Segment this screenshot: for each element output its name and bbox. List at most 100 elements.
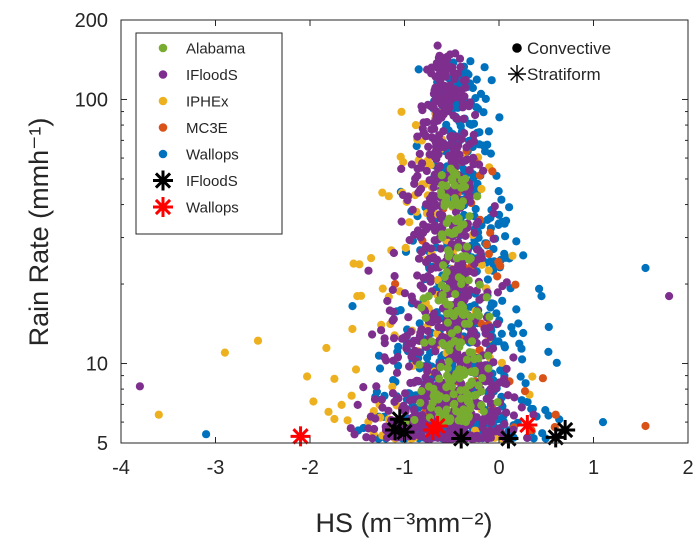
data-point xyxy=(442,193,451,202)
data-point xyxy=(439,110,448,119)
data-point xyxy=(397,164,406,173)
data-point xyxy=(486,332,495,342)
data-point xyxy=(491,384,500,393)
data-point xyxy=(447,382,457,391)
data-point xyxy=(509,353,518,362)
data-point xyxy=(366,412,375,421)
data-point xyxy=(401,389,410,398)
data-point xyxy=(470,355,479,364)
data-point xyxy=(457,183,466,192)
data-point xyxy=(449,400,458,409)
data-point xyxy=(413,271,422,280)
data-point xyxy=(458,157,467,166)
legend-entry: IFloodS xyxy=(153,170,238,191)
data-point xyxy=(641,421,650,431)
data-point xyxy=(488,406,497,415)
data-point xyxy=(420,338,429,347)
data-point xyxy=(394,394,403,403)
data-point xyxy=(400,333,409,342)
data-point xyxy=(408,205,417,214)
data-point xyxy=(409,405,419,414)
data-point xyxy=(438,339,447,348)
data-point xyxy=(348,324,357,334)
data-point xyxy=(458,197,468,206)
data-point xyxy=(518,355,527,364)
data-point xyxy=(368,330,377,339)
x-tick-label: -1 xyxy=(396,457,414,479)
data-point xyxy=(378,188,387,197)
axis-ticks: -4 -3 -2 -1 0 1 2 5 10 100 200 xyxy=(75,10,694,479)
data-point xyxy=(502,364,511,373)
data-point xyxy=(462,143,471,152)
data-point xyxy=(405,236,414,245)
data-point xyxy=(449,111,458,120)
data-point xyxy=(455,365,464,374)
data-point xyxy=(384,192,393,201)
data-point xyxy=(451,290,460,299)
data-point xyxy=(423,353,432,362)
data-point xyxy=(503,391,513,400)
y-axis-title: Rain Rate (mmh⁻¹) xyxy=(24,118,54,347)
data-point xyxy=(436,362,445,372)
data-point xyxy=(469,153,478,162)
data-point xyxy=(551,410,560,419)
data-point xyxy=(472,220,481,229)
data-point xyxy=(453,306,462,316)
legend-label: IFloodS xyxy=(186,173,238,190)
data-point xyxy=(427,102,436,111)
data-point xyxy=(487,76,496,85)
data-point xyxy=(457,221,466,230)
series-legend: Alabama IFloodS IPHEx MC3E Wallops IFloodS Wal… xyxy=(135,32,283,235)
x-tick-label: -3 xyxy=(207,457,225,479)
data-point xyxy=(478,374,487,383)
data-point xyxy=(509,411,518,420)
data-point xyxy=(343,416,352,425)
data-point xyxy=(498,296,507,305)
data-point xyxy=(407,160,416,169)
data-point xyxy=(426,160,435,170)
data-point xyxy=(464,102,473,111)
data-point xyxy=(449,390,458,399)
data-point xyxy=(349,259,358,268)
data-point xyxy=(434,165,443,174)
data-point xyxy=(413,132,422,141)
data-point xyxy=(474,381,483,390)
data-point xyxy=(422,200,431,209)
data-point xyxy=(430,135,439,144)
data-point xyxy=(410,179,419,188)
data-point xyxy=(431,347,440,356)
data-point xyxy=(488,167,497,176)
data-point xyxy=(429,222,438,231)
data-point xyxy=(353,400,362,409)
data-point xyxy=(523,397,532,407)
legend-marker xyxy=(158,43,168,53)
data-point xyxy=(464,276,473,285)
data-point xyxy=(405,362,414,371)
data-point xyxy=(364,424,373,433)
series-alabama-points xyxy=(401,164,502,427)
data-point xyxy=(511,280,520,289)
data-point xyxy=(390,272,399,281)
data-point xyxy=(475,160,484,169)
data-point xyxy=(370,395,380,404)
legend-marker xyxy=(153,170,173,191)
data-point xyxy=(494,337,503,346)
data-point xyxy=(510,393,519,402)
data-point xyxy=(397,217,406,226)
data-point xyxy=(404,339,413,348)
data-point xyxy=(432,390,441,399)
legend-entry: Wallops xyxy=(158,147,239,164)
data-point xyxy=(451,372,460,381)
data-point xyxy=(440,81,449,90)
data-point xyxy=(414,65,423,74)
data-point xyxy=(507,323,516,332)
data-point xyxy=(502,216,511,225)
legend-entry: Alabama xyxy=(158,41,246,58)
legend-marker xyxy=(158,123,168,132)
data-point xyxy=(500,420,509,429)
data-point xyxy=(411,121,420,130)
data-point xyxy=(444,228,453,237)
data-point xyxy=(475,280,484,289)
data-point xyxy=(465,404,475,414)
data-point xyxy=(434,406,443,415)
